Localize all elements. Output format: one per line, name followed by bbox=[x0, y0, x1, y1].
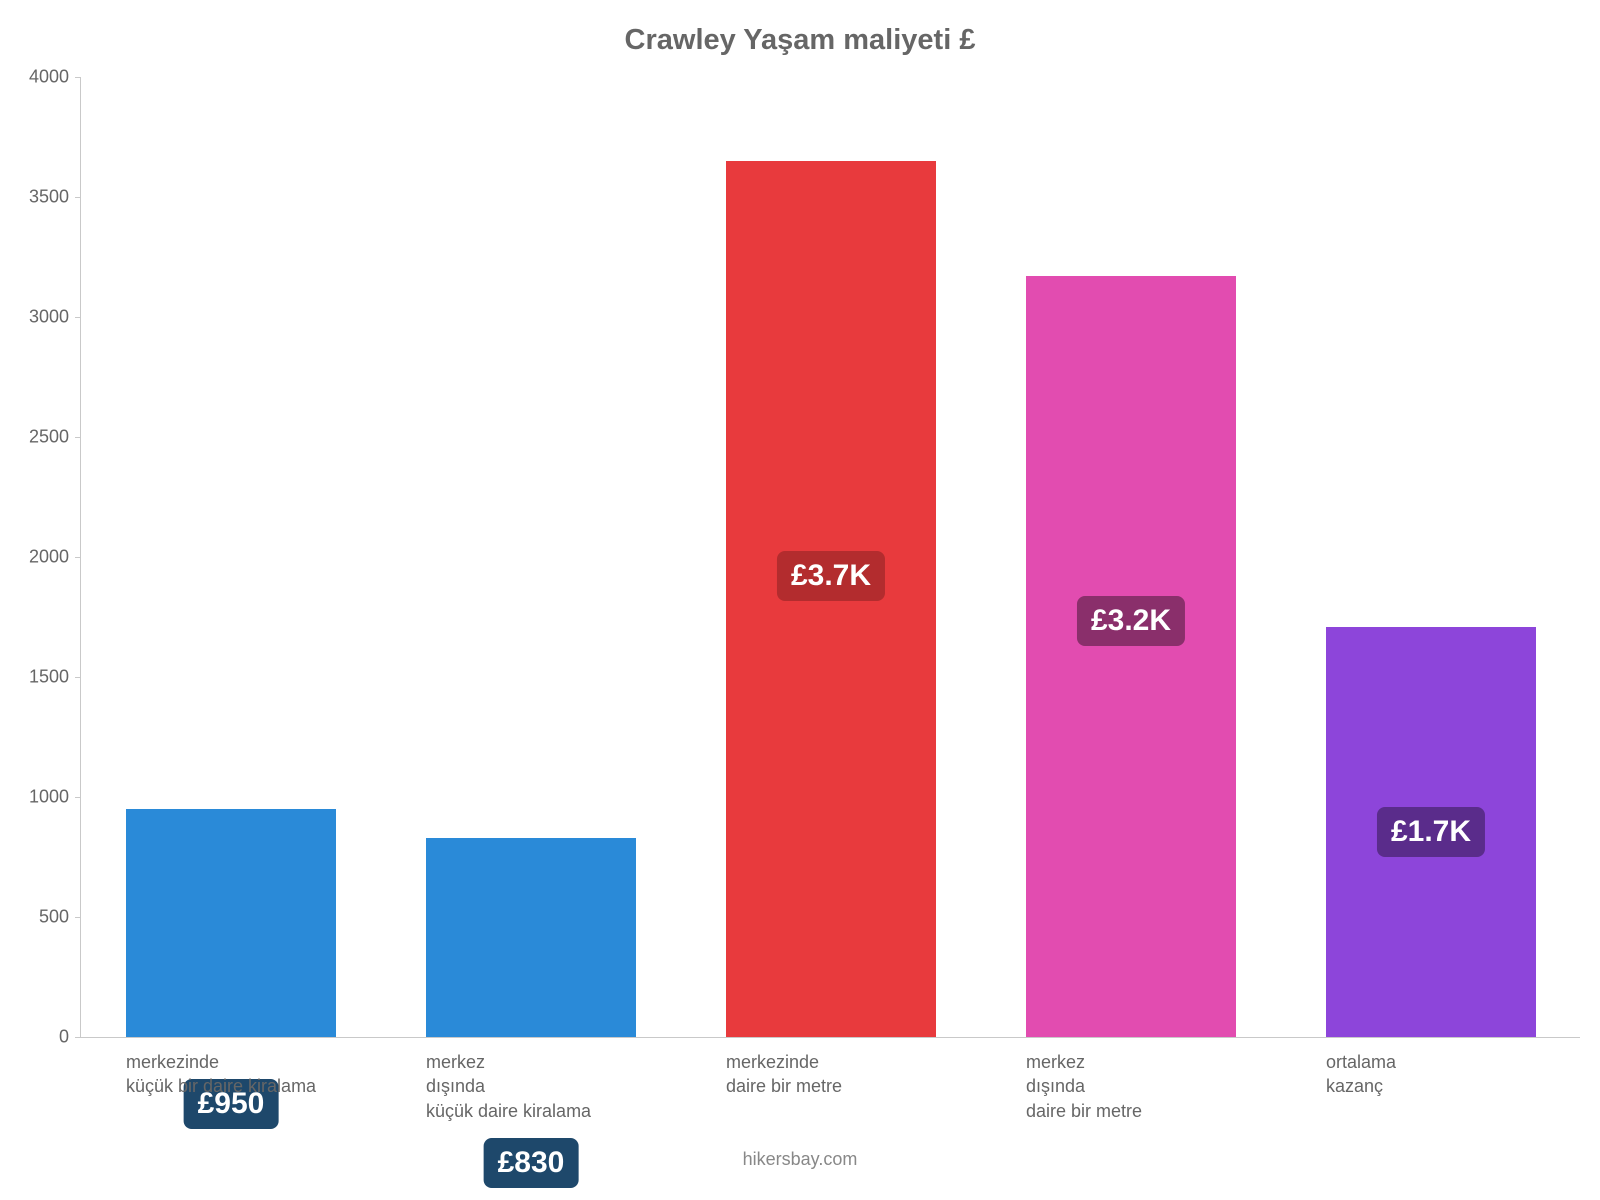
x-axis-label-line: merkez bbox=[426, 1050, 676, 1074]
value-badge: £3.2K bbox=[1077, 596, 1185, 646]
y-tick-label: 1000 bbox=[29, 787, 81, 808]
y-tick-label: 0 bbox=[59, 1027, 81, 1048]
bar: £950 bbox=[126, 809, 336, 1037]
x-axis-label-line: küçük bir daire kiralama bbox=[126, 1074, 376, 1098]
x-axis-label-line: daire bir metre bbox=[1026, 1099, 1276, 1123]
x-axis-label-line: dışında bbox=[1026, 1074, 1276, 1098]
attribution: hikersbay.com bbox=[0, 1149, 1600, 1170]
y-tick-label: 1500 bbox=[29, 667, 81, 688]
x-axis-label: merkezdışındadaire bir metre bbox=[1026, 1050, 1276, 1123]
chart-title: Crawley Yaşam maliyeti £ bbox=[0, 24, 1600, 57]
x-axis-label-line: dışında bbox=[426, 1074, 676, 1098]
bar: £3.2K bbox=[1026, 276, 1236, 1037]
y-tick-label: 3500 bbox=[29, 187, 81, 208]
y-tick-label: 500 bbox=[39, 907, 81, 928]
x-axis-label-line: merkezinde bbox=[126, 1050, 376, 1074]
y-tick-label: 4000 bbox=[29, 67, 81, 88]
x-axis-label-line: kazanç bbox=[1326, 1074, 1576, 1098]
value-badge: £3.7K bbox=[777, 551, 885, 601]
bar: £3.7K bbox=[726, 161, 936, 1037]
bar: £1.7K bbox=[1326, 627, 1536, 1037]
x-axis-label-line: küçük daire kiralama bbox=[426, 1099, 676, 1123]
plot-area: 05001000150020002500300035004000£950merk… bbox=[80, 78, 1580, 1038]
y-tick-label: 2000 bbox=[29, 547, 81, 568]
x-axis-label: ortalamakazanç bbox=[1326, 1050, 1576, 1099]
chart-container: Crawley Yaşam maliyeti £ 050010001500200… bbox=[0, 0, 1600, 1200]
x-axis-label-line: daire bir metre bbox=[726, 1074, 976, 1098]
x-axis-label-line: ortalama bbox=[1326, 1050, 1576, 1074]
y-tick-label: 2500 bbox=[29, 427, 81, 448]
x-axis-label-line: merkezinde bbox=[726, 1050, 976, 1074]
x-axis-label: merkezindedaire bir metre bbox=[726, 1050, 976, 1099]
value-badge: £1.7K bbox=[1377, 807, 1485, 857]
x-axis-label-line: merkez bbox=[1026, 1050, 1276, 1074]
x-axis-label: merkezindeküçük bir daire kiralama bbox=[126, 1050, 376, 1099]
bar: £830 bbox=[426, 838, 636, 1037]
y-tick-label: 3000 bbox=[29, 307, 81, 328]
x-axis-label: merkezdışındaküçük daire kiralama bbox=[426, 1050, 676, 1123]
